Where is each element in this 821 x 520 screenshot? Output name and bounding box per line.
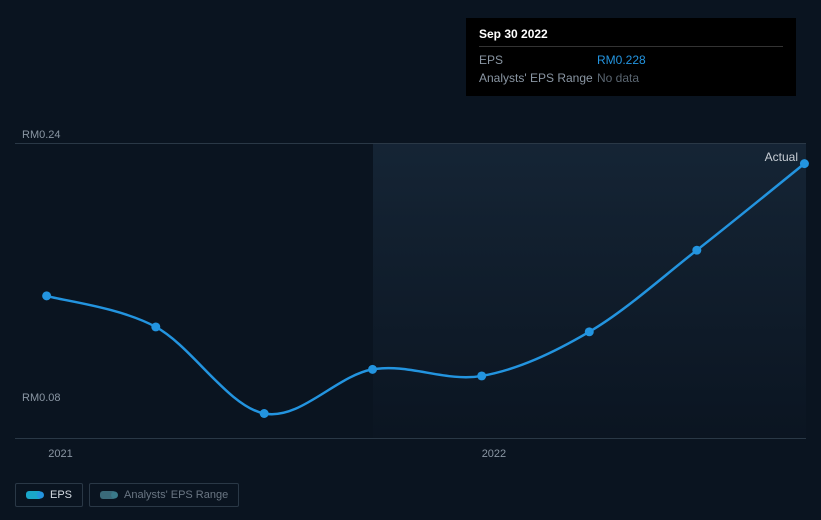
eps-marker[interactable] (585, 327, 594, 336)
chart-tooltip: Sep 30 2022 EPSRM0.228Analysts' EPS Rang… (466, 18, 796, 96)
legend-item[interactable]: EPS (15, 483, 83, 507)
eps-marker[interactable] (260, 409, 269, 418)
eps-marker[interactable] (368, 365, 377, 374)
tooltip-row-label: EPS (479, 53, 597, 67)
tooltip-rows: EPSRM0.228Analysts' EPS RangeNo data (479, 51, 783, 87)
tooltip-row: Analysts' EPS RangeNo data (479, 69, 783, 87)
line-chart-svg (15, 144, 806, 438)
legend-label: Analysts' EPS Range (124, 489, 228, 501)
eps-marker[interactable] (477, 371, 486, 380)
legend-item[interactable]: Analysts' EPS Range (89, 483, 239, 507)
x-axis-tick-label: 2022 (482, 448, 506, 460)
x-axis-tick-label: 2021 (48, 448, 72, 460)
tooltip-date: Sep 30 2022 (479, 27, 783, 47)
eps-marker[interactable] (42, 291, 51, 300)
chart-legend: EPS Analysts' EPS Range (15, 483, 239, 507)
tooltip-row-value: RM0.228 (597, 53, 646, 67)
y-axis-tick-label: RM0.24 (22, 129, 61, 141)
eps-marker[interactable] (151, 322, 160, 331)
eps-marker[interactable] (692, 246, 701, 255)
tooltip-row: EPSRM0.228 (479, 51, 783, 69)
tooltip-row-value: No data (597, 71, 639, 85)
legend-swatch-icon (26, 491, 42, 499)
tooltip-row-label: Analysts' EPS Range (479, 71, 597, 85)
eps-line (47, 164, 805, 415)
legend-label: EPS (50, 489, 72, 501)
eps-marker[interactable] (800, 159, 809, 168)
legend-swatch-icon (100, 491, 116, 499)
chart-plot-area: Actual (15, 143, 806, 439)
